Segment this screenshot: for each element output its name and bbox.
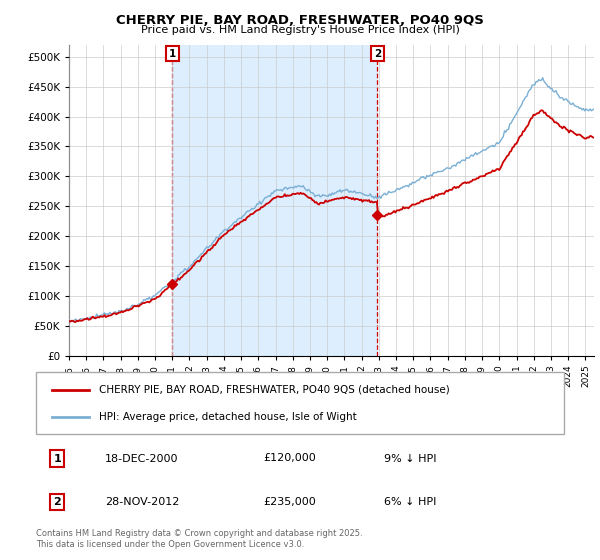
Text: Contains HM Land Registry data © Crown copyright and database right 2025.
This d: Contains HM Land Registry data © Crown c… — [36, 529, 362, 549]
Text: Price paid vs. HM Land Registry's House Price Index (HPI): Price paid vs. HM Land Registry's House … — [140, 25, 460, 35]
Text: 6% ↓ HPI: 6% ↓ HPI — [385, 497, 437, 507]
Text: 2: 2 — [374, 49, 381, 59]
Text: HPI: Average price, detached house, Isle of Wight: HPI: Average price, detached house, Isle… — [100, 412, 357, 422]
Text: CHERRY PIE, BAY ROAD, FRESHWATER, PO40 9QS (detached house): CHERRY PIE, BAY ROAD, FRESHWATER, PO40 9… — [100, 385, 450, 395]
Text: 18-DEC-2000: 18-DEC-2000 — [104, 454, 178, 464]
Text: CHERRY PIE, BAY ROAD, FRESHWATER, PO40 9QS: CHERRY PIE, BAY ROAD, FRESHWATER, PO40 9… — [116, 14, 484, 27]
Bar — [172, 45, 377, 356]
Text: 28-NOV-2012: 28-NOV-2012 — [104, 497, 179, 507]
Text: 1: 1 — [53, 454, 61, 464]
Text: 9% ↓ HPI: 9% ↓ HPI — [385, 454, 437, 464]
Text: 2: 2 — [53, 497, 61, 507]
Text: 1: 1 — [169, 49, 176, 59]
Text: £120,000: £120,000 — [263, 454, 316, 464]
Text: £235,000: £235,000 — [263, 497, 316, 507]
